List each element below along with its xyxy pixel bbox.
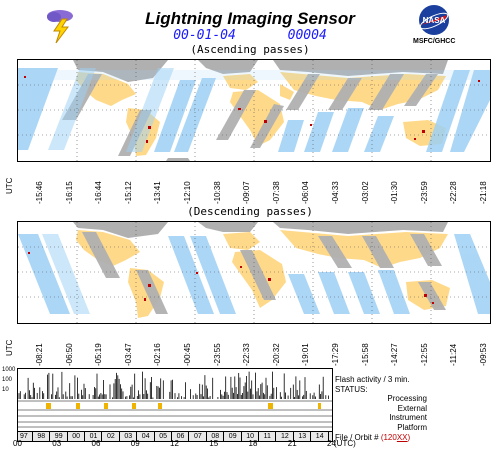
file-orbit-xx: XX [396,432,408,442]
pass-time: -23:55 [212,343,222,366]
activity-legend: Flash activity / 3 min. STATUS: Processi… [335,375,427,442]
hour-tick: 06 [91,439,101,448]
file-number: 03 [124,432,138,441]
pass-time: -14:27 [390,343,400,366]
pass-time: -08:21 [35,343,44,366]
pass-time: -01:30 [390,181,400,204]
file-number: 05 [159,432,172,441]
hour-tick: 15 [209,439,219,448]
hour-tick: 00 [13,439,22,448]
pass-time: -02:16 [153,343,163,366]
file-number: 06 [177,432,190,441]
pass-time: -13:41 [153,181,163,204]
hour-tick: 18 [248,439,258,448]
file-orbit-text: File / Orbit # [335,432,379,442]
file-number: 98 [37,432,51,441]
hour-axis-unit: (UTC) [334,439,356,448]
pass-time: -05:19 [94,343,104,366]
pass-time: -06:50 [64,343,74,366]
hour-tick: 03 [52,439,62,448]
hour-tick: 24 [327,439,336,448]
descending-utc-label: UTC [5,339,14,356]
pass-time: -19:01 [301,343,311,366]
file-number: 11 [264,432,276,441]
file-number: 13 [298,432,312,441]
nasa-logo: NASA [417,3,451,37]
descending-time-row: -08:21 -06:50 -05:19 -03:47 -02:16 -00:45 -23:… [17,326,489,370]
platform-label: Platform [397,422,427,432]
file-number: 14 [316,432,329,441]
pass-time: -20:32 [271,343,281,366]
descending-map [17,221,491,324]
file-orbit-close: ) [407,432,411,442]
status-label: STATUS: [335,384,368,394]
orbit-number: 00004 [287,28,327,43]
file-number-strip: 97 98 99 00 01 02 03 04 05 06 07 08 09 10 11 12 13 14 [17,431,333,442]
pass-time: -04:33 [331,181,340,204]
processing-label: Processing [387,394,427,404]
ascending-time-row: -15:46 -16:15 -16:44 -15:12 -13:41 -12:10 -10:… [17,164,489,208]
hour-tick: 09 [130,439,140,448]
hour-tick: 21 [287,439,297,448]
pass-time: -00:45 [183,343,192,366]
file-number: 09 [229,432,242,441]
pass-time: -12:55 [419,343,429,366]
hour-tick: 12 [170,439,179,448]
pass-time: -12:10 [183,181,192,204]
flash-activity-panel [17,368,333,434]
pass-time: -21:18 [479,181,488,204]
pass-time: -16:44 [94,181,104,204]
y-tick-1000: 1000 [2,367,16,373]
file-number: 00 [72,432,85,441]
file-number: 08 [211,432,225,441]
svg-text:NASA: NASA [423,16,446,25]
y-tick-10: 10 [2,387,9,393]
pass-time: -10:38 [212,181,222,204]
date-orbit-bar: 00-01-04 00004 [0,28,500,43]
file-number: 01 [90,432,103,441]
external-label: External [397,403,427,413]
flash-activity-label: Flash activity / 3 min. [335,375,410,384]
ascending-label: (Ascending passes) [190,43,310,56]
file-number: 12 [281,432,294,441]
pass-time: -03:02 [360,181,370,204]
file-number: 07 [194,432,207,441]
descending-label: (Descending passes) [187,205,313,218]
ascending-utc-label: UTC [5,177,14,194]
date-label: 00-01-04 [173,28,236,43]
pass-time: -03:47 [123,343,133,366]
pass-time: -23:59 [419,181,429,204]
ascending-map [17,59,491,162]
pass-time: -11:24 [449,343,459,366]
pass-time: -22:33 [242,343,252,366]
pass-time: -15:46 [35,181,44,204]
file-orbit-open: (120 [380,432,397,442]
pass-time: -22:28 [449,181,459,204]
lightning-logo [40,5,80,45]
y-tick-100: 100 [2,377,13,383]
nasa-caption: MSFC/GHCC [413,38,456,45]
file-number: 99 [55,432,68,441]
pass-time: -06:04 [301,181,311,204]
file-orbit-label: File / Orbit # (120XX) [335,433,427,443]
file-number: 02 [107,432,120,441]
file-number: 97 [20,432,33,441]
pass-time: -07:38 [271,181,281,204]
pass-time: -15:58 [360,343,370,366]
page-title: Lightning Imaging Sensor [145,9,355,28]
instrument-label: Instrument [389,413,427,423]
hour-axis: 00 03 06 09 12 15 18 21 24 [13,436,336,448]
pass-time: -15:12 [123,181,133,204]
pass-time: -16:15 [64,181,74,204]
pass-time: -17:29 [331,343,340,366]
pass-time: -09:07 [242,181,252,204]
file-number: 04 [142,432,155,441]
file-number: 10 [246,432,259,441]
pass-time: -09:53 [479,343,488,366]
